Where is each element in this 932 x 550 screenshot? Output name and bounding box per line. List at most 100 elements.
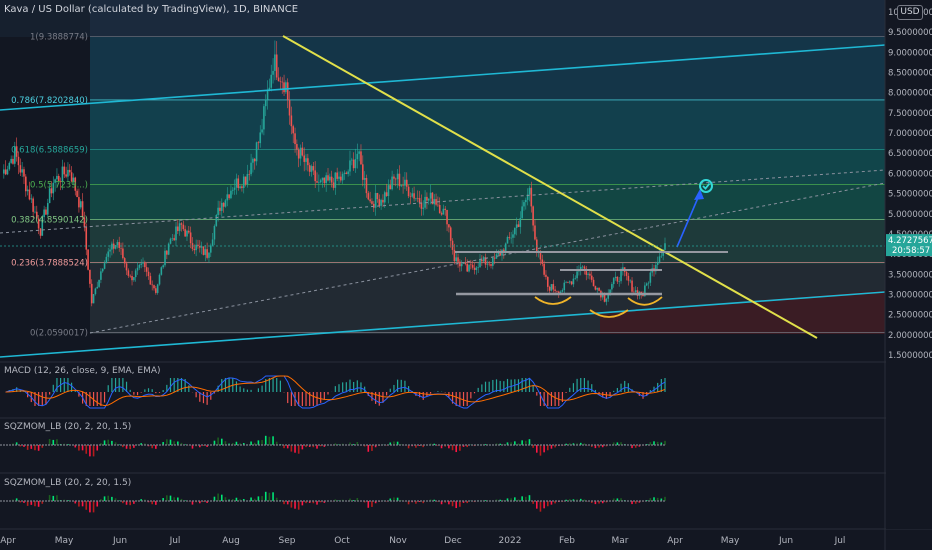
time-axis[interactable]: Apr May Jun Jul Aug Sep Oct Nov Dec 2022 Feb Mar Apr… bbox=[0, 536, 845, 546]
candle-body bbox=[103, 263, 106, 269]
candle-body bbox=[149, 276, 152, 285]
price-axis[interactable]: 10.00000009.50000009.00000008.50000008.0… bbox=[886, 0, 932, 529]
candle-body bbox=[180, 223, 183, 225]
sqzmom-pane-1[interactable]: 0.60389220.0000000-2.0000000 bbox=[0, 429, 932, 471]
candle-body bbox=[385, 192, 388, 197]
candle-body bbox=[550, 284, 553, 291]
price-tick-label: 3.5000000 bbox=[888, 270, 932, 280]
candle-body bbox=[178, 223, 181, 232]
candle-body bbox=[437, 204, 439, 206]
candle-body bbox=[526, 194, 529, 200]
candle-body bbox=[140, 263, 142, 265]
candle-body bbox=[433, 199, 436, 205]
macd-title[interactable]: MACD (12, 26, close, 9, EMA, EMA) bbox=[4, 366, 161, 376]
candle-body bbox=[572, 278, 575, 285]
candle-body bbox=[321, 177, 324, 181]
candle-body bbox=[242, 176, 245, 188]
fib-label: 0.382(4.8590142) bbox=[11, 215, 88, 225]
candle-body bbox=[466, 263, 468, 272]
price-tick-label: 7.5000000 bbox=[888, 109, 932, 119]
fib-label: 0.5(5.7239...) bbox=[30, 181, 88, 191]
candle-body bbox=[418, 198, 421, 203]
candle-body bbox=[411, 193, 414, 197]
candle-body bbox=[332, 182, 335, 188]
candle-body bbox=[208, 252, 210, 258]
candle-body bbox=[189, 232, 192, 244]
candle-body bbox=[415, 197, 417, 199]
sqzmom-pane-2[interactable]: 0.60389220.0000000-2.0000000 bbox=[0, 485, 932, 527]
candle-body bbox=[367, 193, 370, 200]
candle-body bbox=[87, 249, 89, 270]
target-check-icon bbox=[699, 179, 713, 193]
price-tick-label: 2.0000000 bbox=[888, 331, 932, 341]
candle-body bbox=[449, 227, 452, 241]
candle-body bbox=[431, 192, 434, 205]
candle-body bbox=[213, 225, 216, 240]
candle-body bbox=[629, 280, 632, 282]
candle-body bbox=[202, 246, 205, 255]
candle-body bbox=[209, 245, 212, 253]
candle-body bbox=[336, 172, 338, 179]
candle-body bbox=[167, 243, 170, 255]
fib-label: 0.618(6.5888659) bbox=[11, 146, 88, 156]
channel-upper-line[interactable] bbox=[0, 44, 885, 111]
candle-body bbox=[515, 224, 518, 229]
candle-body bbox=[402, 185, 404, 186]
candle-body bbox=[590, 275, 593, 280]
candle-body bbox=[25, 176, 27, 192]
candle-body bbox=[371, 201, 373, 204]
candle-body bbox=[111, 243, 113, 250]
candle-body bbox=[539, 251, 542, 260]
candle-body bbox=[340, 176, 342, 181]
candle-body bbox=[307, 158, 309, 166]
candle-body bbox=[391, 176, 393, 190]
candle-body bbox=[517, 224, 520, 227]
candle-body bbox=[552, 284, 555, 290]
candle-body bbox=[129, 275, 132, 277]
candle-body bbox=[162, 265, 164, 268]
candle-body bbox=[581, 266, 584, 268]
candle-body bbox=[462, 262, 465, 264]
target-check-mark bbox=[702, 182, 711, 190]
candle-body bbox=[206, 249, 208, 258]
candle-body bbox=[451, 240, 454, 250]
candle-body bbox=[285, 82, 287, 93]
candle-body bbox=[133, 277, 135, 281]
candle-body bbox=[426, 196, 428, 201]
channel-lower-line[interactable] bbox=[0, 291, 885, 358]
candle-body bbox=[477, 267, 479, 268]
candle-body bbox=[438, 205, 441, 214]
candle-body bbox=[404, 179, 406, 186]
candle-body bbox=[92, 294, 95, 304]
candle-body bbox=[65, 174, 67, 177]
candle-body bbox=[394, 178, 397, 180]
candle-body bbox=[8, 162, 11, 170]
candle-body bbox=[598, 287, 600, 291]
time-axis-label: Jul bbox=[169, 536, 181, 546]
candle-body bbox=[78, 197, 80, 208]
candle-body bbox=[118, 242, 121, 248]
candle-body bbox=[261, 129, 263, 133]
candle-body bbox=[230, 190, 232, 199]
candle-body bbox=[175, 226, 177, 241]
candle-body bbox=[393, 176, 395, 179]
candle-body bbox=[122, 248, 124, 259]
candle-body bbox=[645, 283, 648, 286]
descending-trendline[interactable] bbox=[282, 35, 818, 339]
candle-body bbox=[290, 115, 293, 127]
candle-body bbox=[30, 198, 33, 200]
candle-body bbox=[109, 249, 111, 252]
candle-body bbox=[519, 217, 522, 227]
candle-body bbox=[100, 271, 102, 280]
candle-body bbox=[57, 175, 60, 182]
currency-button[interactable]: USD bbox=[897, 5, 923, 20]
sqzmom-title-2[interactable]: SQZMOM_LB (20, 2, 20, 1.5) bbox=[4, 478, 132, 488]
candle-body bbox=[497, 252, 500, 255]
sqzmom-title-1[interactable]: SQZMOM_LB (20, 2, 20, 1.5) bbox=[4, 422, 132, 432]
time-axis-label: May bbox=[721, 536, 740, 546]
candle-body bbox=[147, 271, 150, 277]
fib-label: 0.236(3.7888524) bbox=[11, 259, 88, 269]
candle-body bbox=[611, 284, 613, 290]
candle-body bbox=[495, 254, 498, 259]
